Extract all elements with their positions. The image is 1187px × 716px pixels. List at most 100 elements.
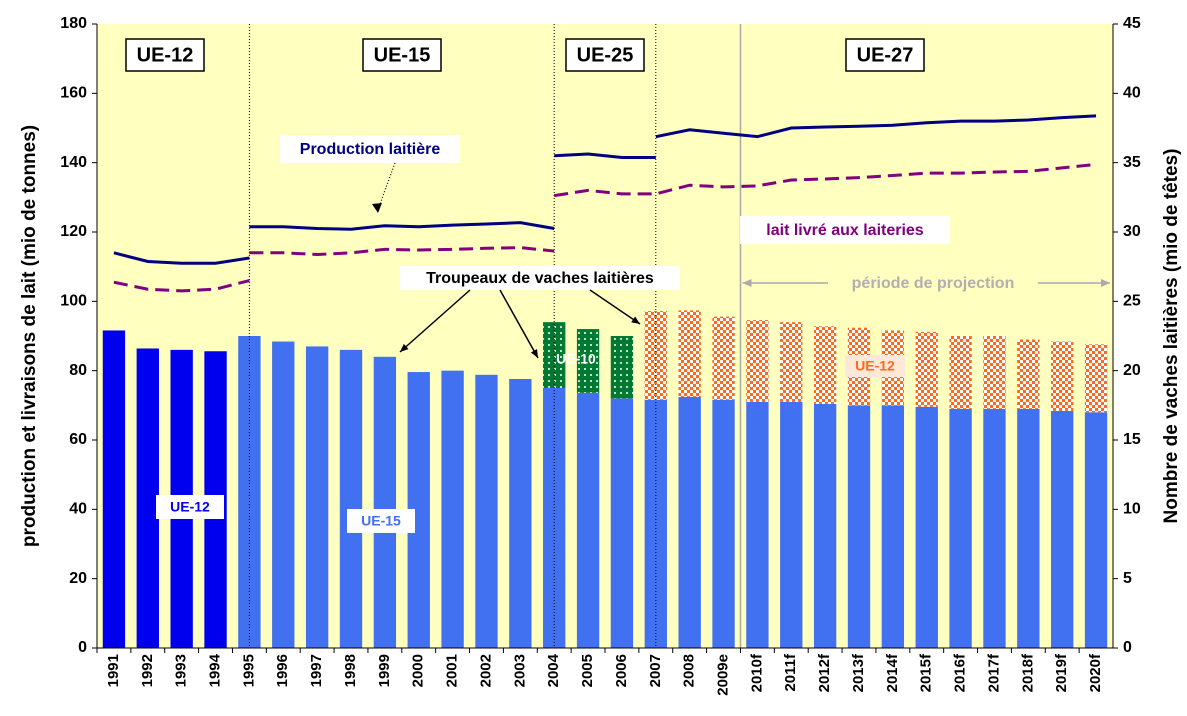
y2-tick-label: 35 <box>1123 154 1141 171</box>
bar <box>1051 410 1074 648</box>
line-label: Production laitière <box>300 141 441 158</box>
x-tick-label: 2015f <box>918 653 935 692</box>
bar <box>915 406 938 648</box>
arrow-head <box>631 316 640 324</box>
bar <box>305 346 329 648</box>
x-tick-label: 2010f <box>748 653 765 692</box>
period-label-box <box>125 38 205 72</box>
x-tick-label: 1991 <box>105 654 122 687</box>
y2-tick-label: 20 <box>1123 362 1141 379</box>
y-tick-label: 80 <box>69 362 87 379</box>
x-tick-label: 2005 <box>579 654 596 687</box>
x-tick-label: 2002 <box>477 654 494 687</box>
x-tick-label: 2013f <box>850 653 867 692</box>
x-tick-label: 1997 <box>308 654 325 687</box>
bar <box>576 329 600 393</box>
bar <box>780 401 803 648</box>
x-tick-label: 2012f <box>816 653 833 692</box>
x-tick-label: 2000 <box>410 654 427 687</box>
y-tick-label: 0 <box>78 639 87 656</box>
y-tick-label: 180 <box>60 15 87 32</box>
bar <box>949 408 972 648</box>
x-tick-label: 2001 <box>444 654 461 687</box>
y-tick-label: 40 <box>69 501 87 518</box>
bar <box>746 320 769 402</box>
annotation-arrow <box>589 289 641 325</box>
y-tick-label: 100 <box>60 293 87 310</box>
bar <box>272 341 295 648</box>
bar <box>610 336 634 399</box>
bar <box>475 374 498 648</box>
y-tick-label: 140 <box>60 154 87 171</box>
bar <box>644 399 667 648</box>
x-tick-label: 2006 <box>613 654 630 687</box>
bar <box>1084 344 1108 413</box>
bar <box>746 401 769 648</box>
annotation-arrow <box>499 289 539 359</box>
bar <box>644 311 667 400</box>
line <box>249 221 555 231</box>
bar <box>983 336 1006 409</box>
bar <box>678 397 701 648</box>
herds-label: Troupeaux de vaches laitières <box>426 270 654 287</box>
y-tick-label: 160 <box>60 85 87 102</box>
series-label-box <box>347 509 415 533</box>
y2-axis-title: Nombre de vaches laitières (mio de têtes… <box>1161 149 1182 524</box>
bar <box>1084 412 1108 648</box>
plot-area <box>97 24 1113 648</box>
series-label: UE-15 <box>361 513 401 529</box>
x-tick-label: 1996 <box>274 654 291 687</box>
x-tick-label: 2003 <box>511 654 528 687</box>
period-label: UE-25 <box>577 44 634 66</box>
bar <box>373 356 397 648</box>
x-tick-label: 2007 <box>647 654 664 687</box>
line-label-box <box>740 216 950 244</box>
bar <box>102 330 126 648</box>
bar <box>813 403 837 648</box>
period-label-box <box>845 38 925 72</box>
period-label: UE-15 <box>374 44 431 66</box>
y2-tick-label: 10 <box>1123 501 1141 518</box>
bar <box>813 326 837 404</box>
series-label-box <box>156 495 224 519</box>
line <box>553 162 1097 198</box>
x-tick-label: 1998 <box>342 654 359 687</box>
y-tick-label: 60 <box>69 431 87 448</box>
bar <box>543 322 566 388</box>
period-label-box <box>565 38 645 72</box>
series-label: UE-10 <box>556 351 596 367</box>
y-axis-title: production et livraisons de lait (mio de… <box>19 125 40 547</box>
bar <box>712 316 735 400</box>
bar <box>678 310 701 398</box>
series-label: UE-12 <box>170 499 210 515</box>
y-tick-label: 120 <box>60 223 87 240</box>
bar <box>847 405 871 648</box>
y2-tick-label: 25 <box>1123 293 1141 310</box>
y2-tick-label: 30 <box>1123 223 1141 240</box>
bar <box>543 388 566 648</box>
x-tick-label: 1995 <box>240 654 257 687</box>
line <box>113 279 250 293</box>
x-tick-label: 2008 <box>681 654 698 687</box>
y2-tick-label: 40 <box>1123 85 1141 102</box>
y2-tick-label: 15 <box>1123 431 1141 448</box>
period-label: UE-27 <box>857 44 914 66</box>
x-tick-label: 2019f <box>1053 653 1070 692</box>
bar <box>949 336 972 409</box>
series-label: UE-12 <box>855 358 895 374</box>
series-label-box <box>845 355 905 377</box>
x-tick-label: 2017f <box>985 653 1002 692</box>
arrow-head <box>742 279 752 287</box>
bar <box>1017 339 1040 409</box>
bar <box>1051 341 1074 411</box>
bar <box>610 398 634 648</box>
x-tick-label: 1993 <box>173 654 190 687</box>
arrow-head <box>372 203 382 213</box>
projection-label: période de projection <box>852 275 1015 292</box>
bar <box>441 370 464 648</box>
bar <box>339 349 363 648</box>
x-tick-label: 2009e <box>715 654 732 696</box>
y2-tick-label: 5 <box>1123 570 1132 587</box>
x-tick-label: 2018f <box>1019 653 1036 692</box>
